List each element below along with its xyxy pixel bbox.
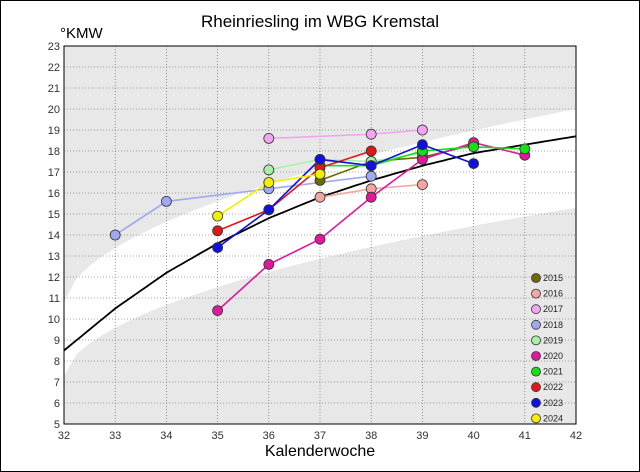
data-point-2018 [109, 229, 121, 241]
legend-label-2024: 2024 [543, 413, 563, 423]
legend-marker-2017 [531, 304, 541, 315]
y-tick-label: 6 [54, 398, 60, 410]
legend-label-2021: 2021 [543, 367, 563, 377]
legend-marker-2019 [531, 335, 541, 346]
data-point-2022 [212, 225, 224, 237]
y-tick-label: 7 [54, 377, 60, 389]
legend-label-2020: 2020 [543, 351, 563, 361]
chart-title: Rheinriesling im WBG Kremstal [200, 12, 440, 31]
data-point-2022 [365, 145, 377, 157]
legend-label-2018: 2018 [543, 320, 563, 330]
x-tick-label: 42 [570, 430, 582, 442]
legend-marker-2021 [531, 366, 541, 377]
data-point-2018 [160, 195, 172, 207]
x-tick-label: 33 [109, 430, 121, 442]
data-point-2024 [263, 177, 275, 188]
data-point-2017 [263, 132, 275, 144]
data-point-2020 [314, 233, 326, 245]
x-axis-label: Kalenderwoche [264, 443, 376, 460]
y-tick-label: 18 [48, 146, 60, 158]
legend-marker-2020 [531, 351, 541, 361]
y-tick-label: 23 [48, 41, 60, 53]
data-point-2020 [212, 305, 224, 317]
data-point-2024 [212, 210, 224, 222]
data-point-2016 [416, 179, 428, 191]
data-point-2023 [365, 160, 377, 172]
series-line-2022 [217, 150, 372, 232]
y-tick-label: 10 [48, 314, 60, 326]
legend-label-2023: 2023 [543, 398, 563, 408]
data-point-2017 [416, 124, 428, 136]
y-tick-label: 8 [54, 356, 60, 368]
data-point-2019 [263, 164, 275, 176]
legend-marker-2018 [531, 319, 541, 330]
legend-marker-2023 [531, 397, 541, 408]
y-tick-label: 9 [54, 335, 60, 347]
legend-label-2017: 2017 [543, 304, 563, 314]
data-point-2023 [263, 204, 275, 216]
data-point-2020 [263, 258, 275, 270]
x-tick-label: 36 [263, 430, 275, 442]
series-line-2023 [217, 143, 474, 249]
y-axis-label: °KMW [60, 25, 103, 42]
legend-label-2022: 2022 [543, 382, 563, 392]
legend-label-2019: 2019 [543, 335, 563, 345]
y-tick-label: 11 [49, 293, 60, 305]
x-tick-label: 39 [416, 430, 428, 442]
data-point-2023 [314, 153, 326, 165]
data-point-2017 [365, 128, 377, 140]
legend-marker-2024 [531, 413, 541, 424]
y-tick-label: 5 [54, 419, 60, 431]
x-tick-label: 41 [519, 430, 531, 442]
data-point-2020 [365, 191, 377, 203]
y-tick-label: 12 [48, 272, 60, 284]
y-tick-label: 15 [48, 209, 60, 221]
plot-border [63, 45, 577, 425]
x-tick-label: 38 [365, 430, 377, 442]
y-tick-label: 13 [48, 251, 60, 263]
x-tick-label: 40 [467, 430, 479, 442]
legend-marker-2015 [531, 273, 541, 283]
y-tick-label: 22 [48, 62, 60, 74]
data-point-2024 [314, 168, 326, 180]
data-point-2023 [212, 242, 224, 254]
data-point-2023 [416, 139, 428, 151]
data-point-2021 [468, 141, 480, 153]
y-tick-label: 14 [48, 230, 60, 242]
legend-marker-2022 [531, 382, 541, 393]
range-band-upper [64, 109, 576, 328]
legend-marker-2016 [531, 288, 541, 299]
data-point-2023 [468, 158, 480, 170]
data-point-2021 [519, 143, 531, 155]
data-point-2016 [314, 191, 326, 203]
x-tick-label: 37 [314, 430, 326, 442]
y-tick-label: 21 [48, 83, 60, 95]
x-tick-label: 34 [160, 430, 172, 442]
data-point-2018 [365, 170, 377, 182]
legend-label-2015: 2015 [543, 273, 563, 283]
x-tick-label: 35 [211, 430, 223, 442]
legend-label-2016: 2016 [543, 289, 563, 299]
series-line-2019 [268, 152, 423, 171]
y-tick-label: 17 [48, 167, 60, 179]
y-tick-label: 19 [48, 125, 60, 137]
x-tick-label: 32 [58, 430, 70, 442]
y-tick-label: 20 [48, 104, 60, 116]
y-tick-label: 16 [48, 188, 60, 200]
